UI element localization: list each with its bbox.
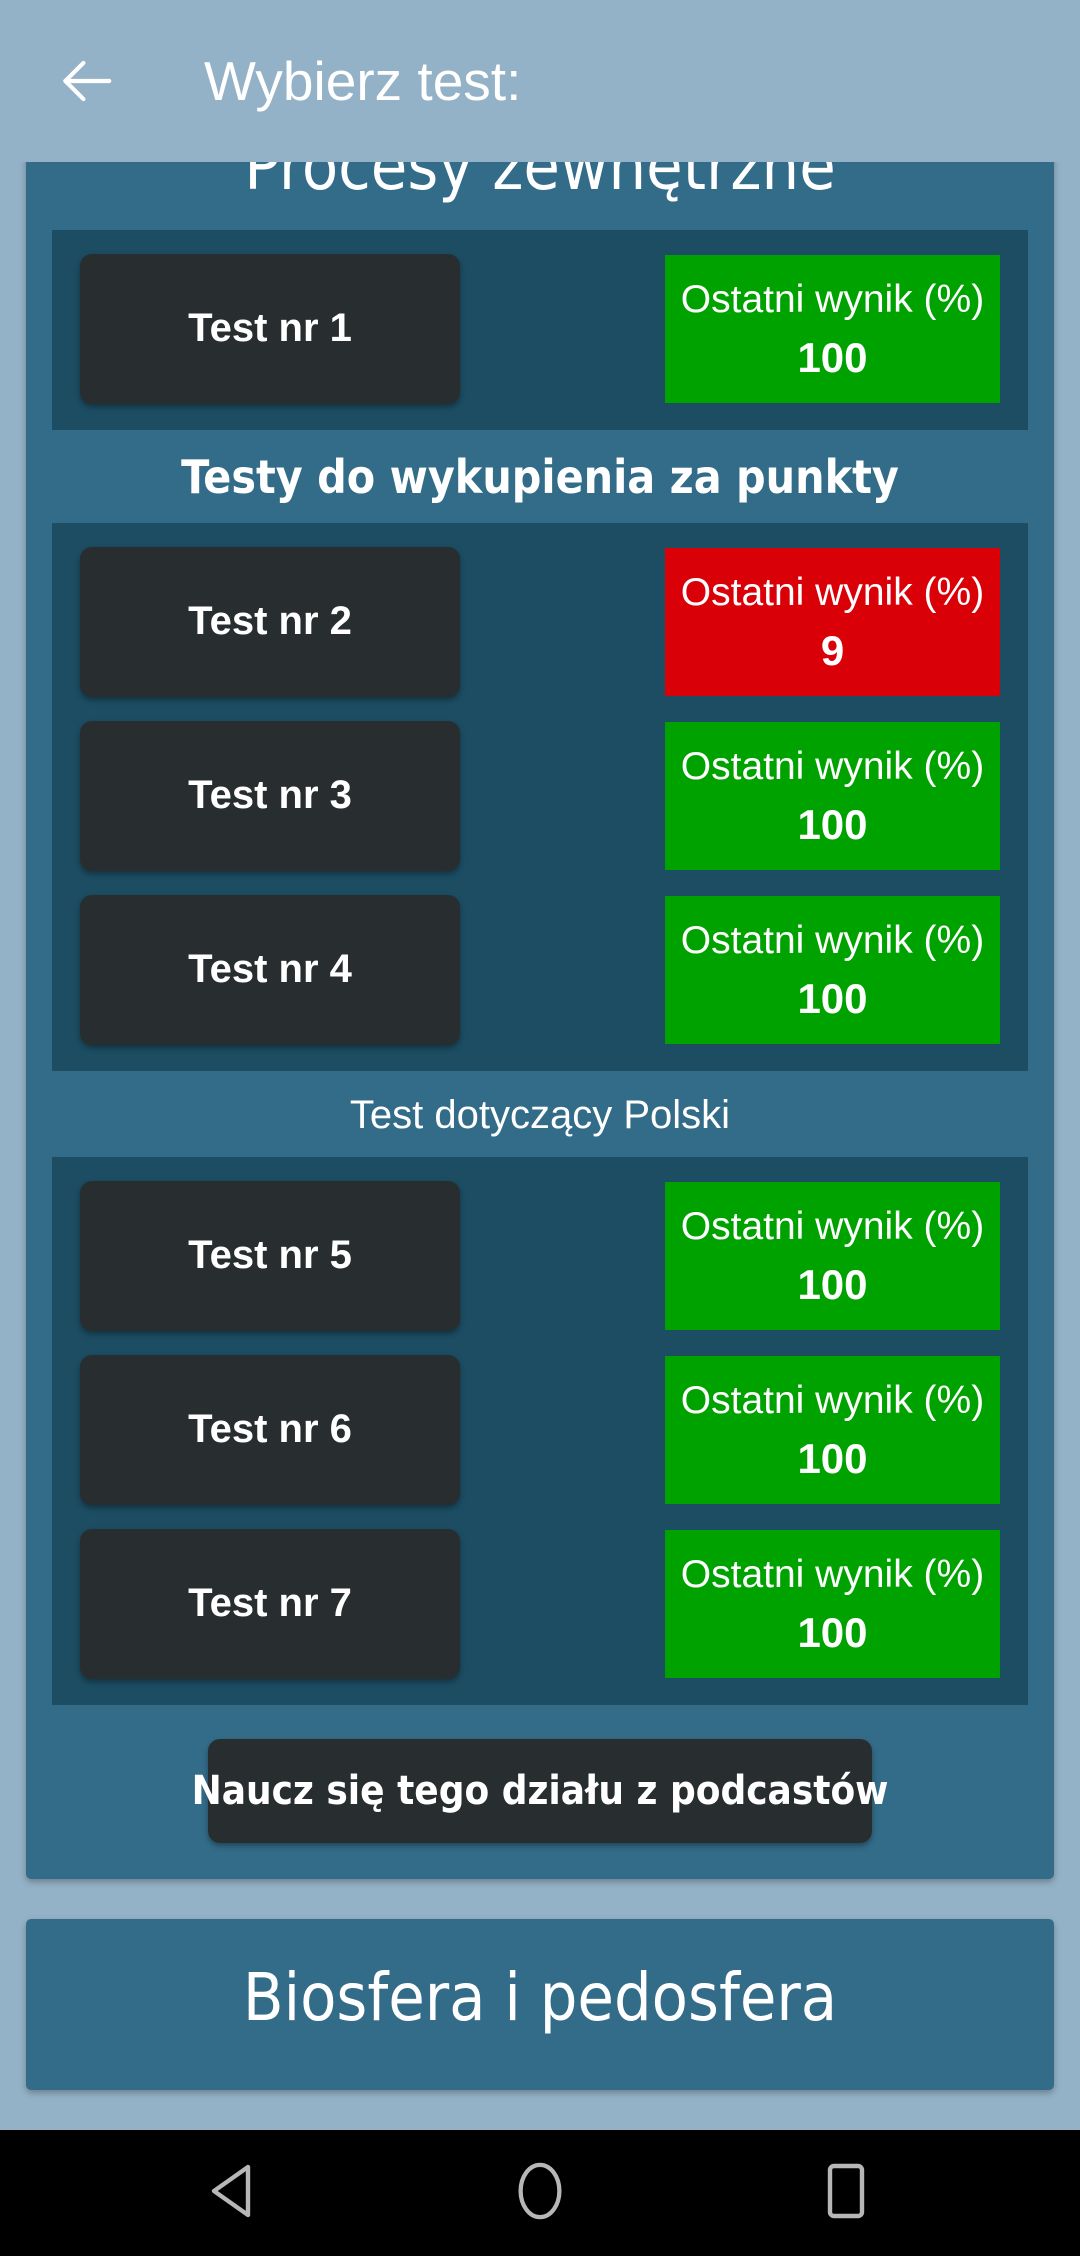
square-recents-icon <box>826 2162 866 2225</box>
score-value: 100 <box>797 1434 868 1482</box>
score-box-4: Ostatni wynik (%) 100 <box>665 895 1000 1044</box>
score-value: 100 <box>797 1260 868 1308</box>
test-button-1[interactable]: Test nr 1 <box>80 253 460 404</box>
score-value: 100 <box>797 800 868 848</box>
test-row: Test nr 7 Ostatni wynik (%) 100 <box>52 1517 1028 1691</box>
test-group-points: Test nr 2 Ostatni wynik (%) 9 Test nr 3 … <box>52 522 1028 1071</box>
score-box-1: Ostatni wynik (%) 100 <box>665 254 1000 403</box>
section-card-procesy-zewnetrzne: Procesy zewnętrzne Test nr 1 Ostatni wyn… <box>26 88 1054 1879</box>
score-value: 9 <box>820 626 845 674</box>
nav-recents-button[interactable] <box>791 2138 901 2248</box>
section-card-biosfera-i-pedosfera: Biosfera i pedosfera <box>26 1918 1054 2091</box>
test-row: Test nr 3 Ostatni wynik (%) 100 <box>52 709 1028 883</box>
test-row: Test nr 6 Ostatni wynik (%) 100 <box>52 1343 1028 1517</box>
test-button-2[interactable]: Test nr 2 <box>80 546 460 697</box>
test-button-3[interactable]: Test nr 3 <box>80 720 460 871</box>
score-box-2: Ostatni wynik (%) 9 <box>665 547 1000 696</box>
test-button-7[interactable]: Test nr 7 <box>80 1528 460 1679</box>
score-label: Ostatni wynik (%) <box>680 278 985 322</box>
score-value: 100 <box>797 334 868 382</box>
app-toolbar: Wybierz test: <box>0 0 1080 162</box>
test-row: Test nr 1 Ostatni wynik (%) 100 <box>52 242 1028 416</box>
score-label: Ostatni wynik (%) <box>680 1553 985 1597</box>
test-group-polska: Test nr 5 Ostatni wynik (%) 100 Test nr … <box>52 1156 1028 1705</box>
test-row: Test nr 5 Ostatni wynik (%) 100 <box>52 1169 1028 1343</box>
score-label: Ostatni wynik (%) <box>680 745 985 789</box>
section-label-points: Testy do wykupienia za punkty <box>181 449 899 504</box>
test-group-free: Test nr 1 Ostatni wynik (%) 100 <box>52 229 1028 430</box>
arrow-left-icon <box>55 50 117 112</box>
score-label: Ostatni wynik (%) <box>680 571 985 615</box>
test-button-4[interactable]: Test nr 4 <box>80 894 460 1045</box>
score-label: Ostatni wynik (%) <box>680 919 985 963</box>
score-box-7: Ostatni wynik (%) 100 <box>665 1529 1000 1678</box>
back-button[interactable] <box>38 33 134 129</box>
nav-home-button[interactable] <box>485 2138 595 2248</box>
test-row: Test nr 2 Ostatni wynik (%) 9 <box>52 535 1028 709</box>
nav-back-button[interactable] <box>179 2138 289 2248</box>
score-box-6: Ostatni wynik (%) 100 <box>665 1355 1000 1504</box>
score-label: Ostatni wynik (%) <box>680 1379 985 1423</box>
triangle-back-icon <box>208 2163 260 2224</box>
android-navigation-bar <box>0 2130 1080 2256</box>
test-button-6[interactable]: Test nr 6 <box>80 1354 460 1505</box>
score-label: Ostatni wynik (%) <box>680 1205 985 1249</box>
circle-home-icon <box>514 2160 566 2227</box>
podcast-button-procesy-zewnetrzne[interactable]: Naucz się tego działu z podcastów <box>192 1738 888 1843</box>
score-box-5: Ostatni wynik (%) 100 <box>665 1181 1000 1330</box>
card-title: Biosfera i pedosfera <box>242 1958 838 2036</box>
test-button-5[interactable]: Test nr 5 <box>80 1180 460 1331</box>
page-title: Wybierz test: <box>204 50 522 112</box>
score-value: 100 <box>797 974 868 1022</box>
score-box-3: Ostatni wynik (%) 100 <box>665 721 1000 870</box>
score-value: 100 <box>797 1608 868 1656</box>
section-label-polska: Test dotyczący Polski <box>349 1092 731 1137</box>
test-row: Test nr 4 Ostatni wynik (%) 100 <box>52 883 1028 1057</box>
